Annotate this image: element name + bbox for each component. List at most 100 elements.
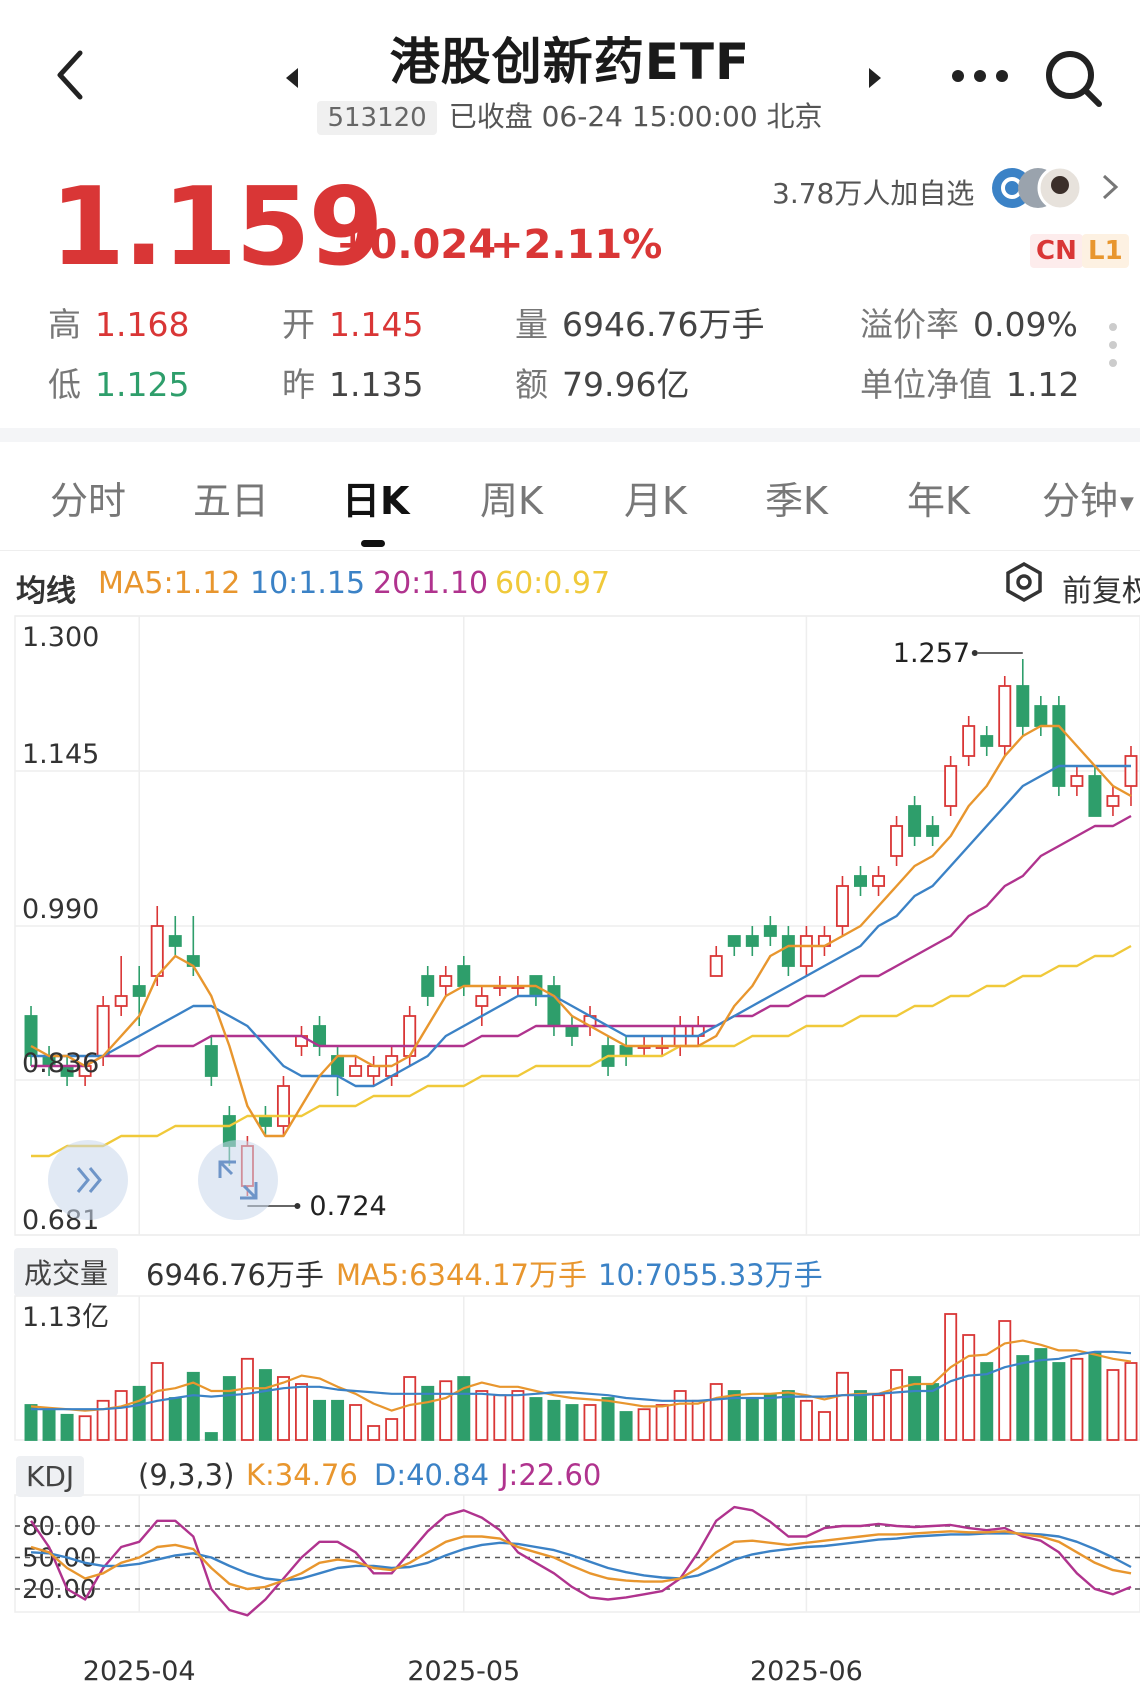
stat-low-value: 1.125 [95, 365, 190, 404]
y-tick-label: 1.300 [22, 622, 99, 653]
expand-chart-button[interactable] [48, 1140, 128, 1220]
vertical-more-icon[interactable] [1108, 322, 1118, 372]
volume-bar-up [637, 1408, 651, 1441]
volume-bar-up [493, 1394, 507, 1441]
volume-value: 6946.76万手 [146, 1258, 324, 1292]
kdj-label[interactable]: KDJ [16, 1456, 85, 1497]
volume-bar-down [186, 1371, 200, 1441]
volume-label[interactable]: 成交量 [14, 1248, 119, 1296]
candle-up [439, 975, 453, 987]
candle-down [745, 935, 759, 947]
volume-bar-down [781, 1390, 795, 1441]
volume-ma10: 10:7055.33万手 [598, 1258, 823, 1292]
ma20-value: 20:1.10 [373, 566, 489, 601]
candle-up [1106, 795, 1120, 807]
volume-bar-up [944, 1313, 958, 1441]
stat-amount: 额 79.96亿 [515, 358, 689, 406]
next-stock-icon[interactable] [865, 66, 885, 94]
tab-minute-label: 分钟 [1042, 479, 1119, 523]
settings-icon[interactable] [1004, 561, 1044, 606]
volume-bar-down [547, 1399, 561, 1441]
active-tab-indicator [361, 540, 385, 547]
stat-low: 低 1.125 [48, 358, 189, 406]
stat-amount-label: 额 [515, 365, 548, 404]
volume-bar-down [421, 1385, 435, 1441]
volume-bar-down [854, 1390, 867, 1441]
candle-up [349, 1065, 363, 1077]
candle-down [168, 935, 182, 947]
candle-down [727, 935, 741, 947]
volume-bar-down [1052, 1362, 1066, 1441]
tab-daily-k[interactable]: 日K [342, 479, 410, 523]
stat-premium-value: 0.09% [973, 305, 1078, 344]
badge-cn: CN [1030, 234, 1083, 268]
tab-intraday[interactable]: 分时 [50, 479, 127, 523]
search-icon[interactable] [1043, 48, 1105, 114]
volume-ma10-line [31, 1350, 1132, 1411]
volume-bar-up [276, 1376, 290, 1441]
low-mark-dot [294, 1203, 301, 1209]
tab-minute[interactable]: 分钟 ▼ [1042, 470, 1134, 525]
volume-bar-up [367, 1425, 381, 1441]
candle-up [890, 825, 904, 857]
last-price: 1.159 [50, 165, 384, 290]
tab-weekly-k[interactable]: 周K [480, 479, 543, 523]
stat-premium-label: 溢价率 [860, 305, 959, 344]
volume-ma5: MA5:6344.17万手 [336, 1258, 588, 1292]
volume-bar-up [799, 1399, 813, 1441]
avatar-group[interactable] [990, 165, 1085, 211]
candle-up [1124, 755, 1138, 787]
candle-down [565, 1025, 579, 1037]
candle-down [258, 1115, 272, 1127]
volume-bar-down [727, 1390, 741, 1441]
stat-open-label: 开 [282, 305, 315, 344]
prev-stock-icon[interactable] [282, 66, 302, 94]
high-mark-label: 1.257 [893, 638, 970, 669]
candle-up [276, 1085, 290, 1127]
badge-l1: L1 [1082, 234, 1129, 268]
ma60-line [31, 944, 1132, 1158]
candle-down [1052, 705, 1066, 787]
candle-down [908, 805, 922, 837]
ma-label: 均线 [16, 574, 76, 609]
volume-bar-down [24, 1404, 38, 1441]
more-icon[interactable] [950, 68, 1010, 88]
back-icon[interactable] [48, 45, 98, 105]
tab-yearly-k[interactable]: 年K [907, 479, 970, 523]
volume-bar-up [475, 1390, 489, 1441]
volume-bar-up [709, 1383, 723, 1441]
volume-bar-down [331, 1399, 345, 1441]
followers-count[interactable]: 3.78万人加自选 [772, 177, 975, 210]
x-tick-label: 2025-04 [83, 1656, 196, 1687]
volume-bar-down [763, 1394, 777, 1441]
candle-down [763, 925, 777, 937]
kdj-k-line [30, 1530, 1132, 1591]
adjust-mode[interactable]: 前复权 [1062, 574, 1140, 609]
stock-code: 513120 [317, 101, 437, 135]
volume-bar-up [439, 1380, 453, 1441]
candle-down [926, 825, 940, 837]
candle-down [619, 1045, 633, 1057]
fullscreen-icon[interactable] [198, 1140, 278, 1220]
volume-bar-up [349, 1404, 363, 1441]
volume-bar-down [926, 1383, 940, 1441]
ma5-value: MA5:1.12 [98, 566, 241, 601]
volume-bar-down [60, 1413, 74, 1441]
stat-low-label: 低 [48, 365, 81, 404]
candle-up [944, 765, 958, 807]
candle-down [457, 965, 471, 987]
tab-five-day[interactable]: 五日 [193, 479, 270, 523]
stat-prev-label: 昨 [282, 365, 315, 404]
tab-quarterly-k[interactable]: 季K [765, 479, 828, 523]
candle-up [872, 875, 886, 887]
tab-monthly-k[interactable]: 月K [624, 479, 687, 523]
candle-up [998, 685, 1012, 747]
volume-bar-down [313, 1399, 327, 1441]
stat-high-label: 高 [48, 305, 81, 344]
volume-bar-up [655, 1404, 669, 1441]
ma5-line [30, 724, 1132, 1138]
low-mark-label: 0.724 [309, 1191, 386, 1222]
chevron-right-icon[interactable] [1100, 172, 1120, 206]
volume-bar-up [511, 1390, 525, 1441]
